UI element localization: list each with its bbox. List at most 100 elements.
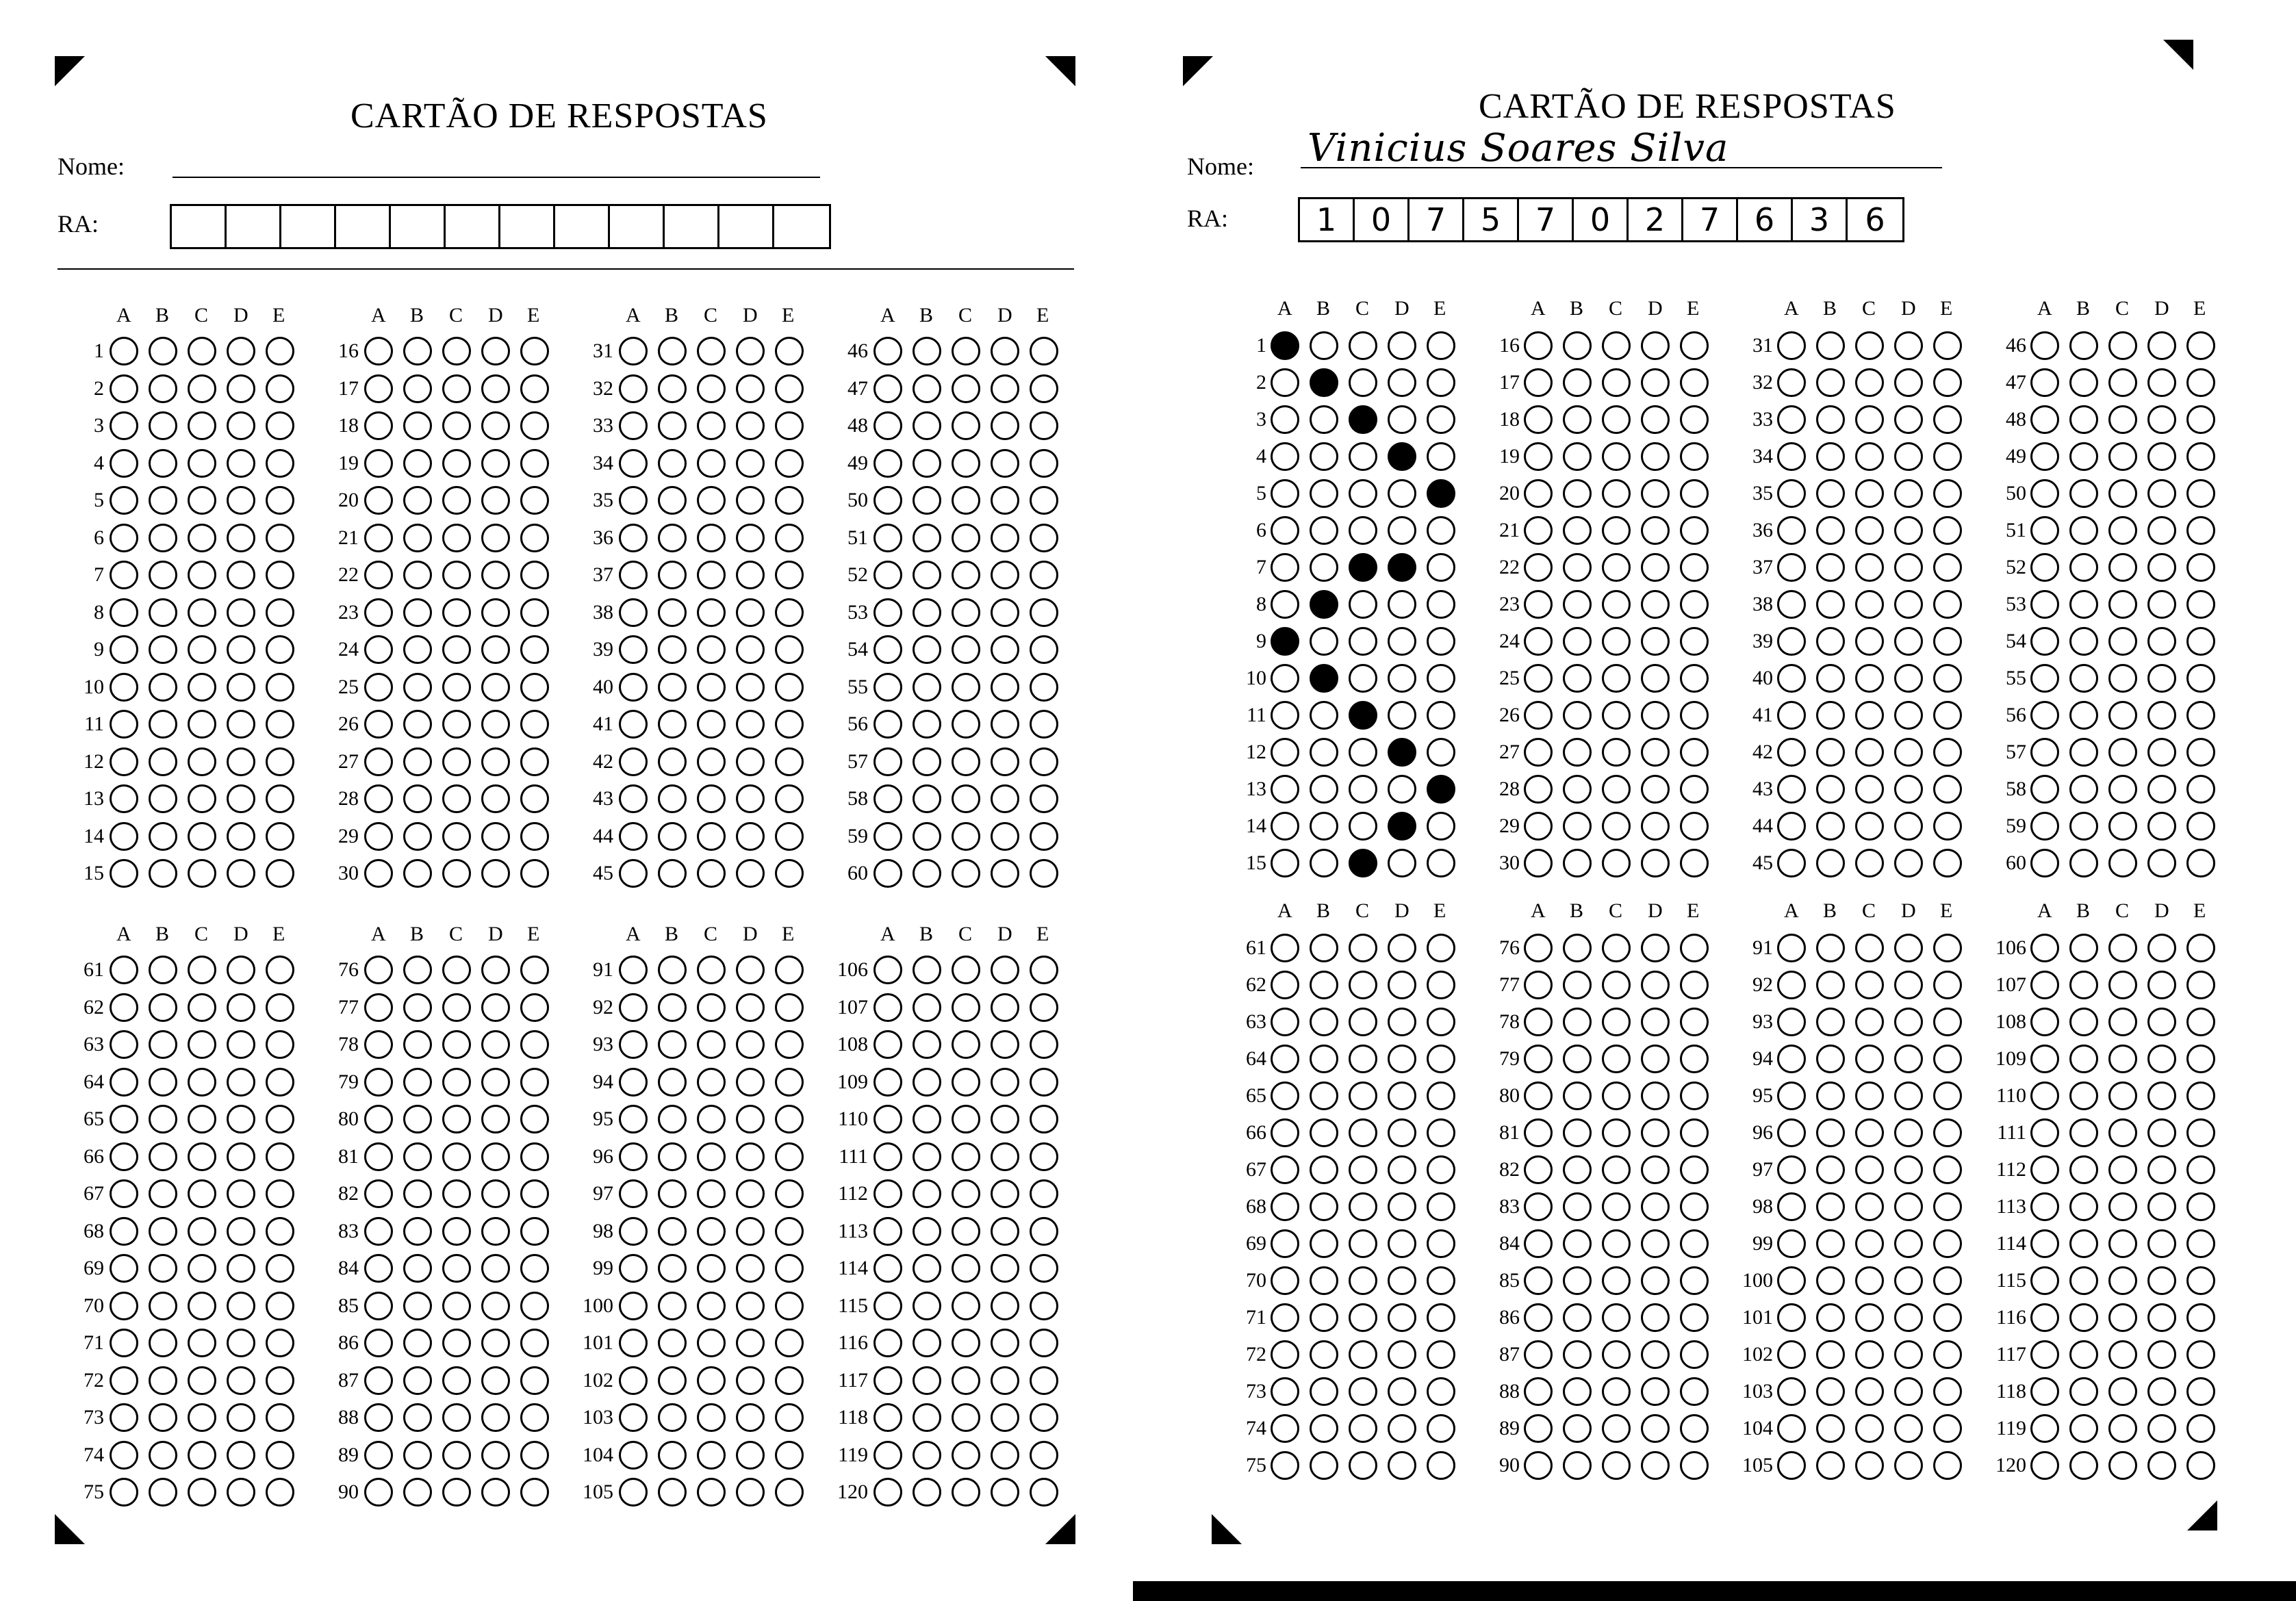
answer-bubble-icon[interactable] [1524,1303,1553,1332]
answer-bubble-icon[interactable] [1563,664,1592,693]
answer-bubble-icon[interactable] [1855,812,1884,841]
ra-digit-box[interactable] [227,206,281,247]
answer-bubble-icon[interactable] [873,411,902,440]
answer-bubble-icon[interactable] [364,1403,393,1432]
answer-bubble-icon[interactable] [110,1440,138,1470]
answer-bubble-icon[interactable] [873,1366,902,1395]
answer-bubble-icon[interactable] [736,784,765,813]
answer-bubble-icon[interactable] [1894,1266,1923,1295]
answer-bubble-icon[interactable] [1563,849,1592,878]
answer-bubble-icon[interactable] [1427,738,1455,767]
answer-bubble-icon[interactable] [403,1105,432,1133]
answer-bubble-icon[interactable] [188,1254,216,1283]
answer-bubble-icon[interactable] [2186,1192,2215,1221]
answer-bubble-icon[interactable] [110,859,138,888]
answer-bubble-icon[interactable] [364,486,393,515]
answer-bubble-icon[interactable] [364,956,393,984]
answer-bubble-icon[interactable] [2030,1081,2059,1110]
answer-bubble-icon[interactable] [1310,1008,1338,1036]
answer-bubble-icon[interactable] [952,486,980,515]
answer-bubble-icon[interactable] [520,1030,549,1059]
answer-bubble-icon[interactable] [1933,1155,1962,1184]
answer-bubble-icon[interactable] [1894,849,1923,878]
answer-bubble-icon[interactable] [2069,1118,2098,1147]
answer-bubble-icon[interactable] [1563,701,1592,730]
answer-bubble-icon[interactable] [1271,1118,1299,1147]
answer-bubble-icon[interactable] [1524,775,1553,804]
answer-bubble-icon[interactable] [775,1067,804,1097]
answer-bubble-icon[interactable] [520,635,549,664]
answer-bubble-icon[interactable] [110,1366,138,1395]
answer-bubble-icon[interactable] [1427,1377,1455,1406]
answer-bubble-icon[interactable] [227,859,255,888]
answer-bubble-icon[interactable] [520,956,549,984]
answer-bubble-icon[interactable] [110,448,138,478]
answer-bubble-icon[interactable] [2147,1118,2176,1147]
answer-bubble-icon[interactable] [952,1105,980,1133]
answer-bubble-icon[interactable] [1388,1377,1416,1406]
answer-bubble-icon[interactable] [1855,971,1884,999]
answer-bubble-icon[interactable] [2147,1414,2176,1443]
answer-bubble-icon[interactable] [1602,1266,1631,1295]
answer-bubble-icon[interactable] [188,992,216,1022]
answer-bubble-icon[interactable] [2069,1008,2098,1036]
answer-bubble-icon[interactable] [110,1179,138,1208]
answer-bubble-icon[interactable] [697,1329,726,1357]
answer-bubble-icon[interactable] [952,956,980,984]
answer-bubble-icon[interactable] [952,411,980,440]
answer-bubble-icon[interactable] [697,992,726,1022]
answer-bubble-icon[interactable] [1680,479,1709,508]
answer-bubble-icon[interactable] [952,448,980,478]
answer-bubble-icon[interactable] [658,747,687,776]
answer-bubble-icon[interactable] [697,1142,726,1171]
answer-bubble-icon[interactable] [913,1478,941,1507]
answer-bubble-icon[interactable] [658,635,687,664]
answer-bubble-icon[interactable] [1427,701,1455,730]
answer-bubble-icon[interactable] [619,992,648,1022]
answer-bubble-icon[interactable] [110,523,138,552]
answer-bubble-icon[interactable] [266,448,294,478]
answer-bubble-icon[interactable] [1388,934,1416,962]
answer-bubble-icon[interactable] [697,411,726,440]
answer-bubble-icon[interactable] [1271,368,1299,397]
answer-bubble-icon[interactable] [1524,934,1553,962]
answer-bubble-icon[interactable] [110,635,138,664]
answer-bubble-icon[interactable] [481,1254,510,1283]
answer-bubble-icon[interactable] [658,1291,687,1320]
answer-bubble-icon[interactable] [952,1254,980,1283]
answer-bubble-icon[interactable] [1894,590,1923,619]
answer-bubble-icon[interactable] [2030,1118,2059,1147]
answer-bubble-icon[interactable] [2108,738,2137,767]
answer-bubble-icon[interactable] [364,1366,393,1395]
answer-bubble-icon[interactable] [1894,1229,1923,1258]
answer-bubble-icon[interactable] [1641,1192,1670,1221]
answer-bubble-icon[interactable] [266,523,294,552]
answer-bubble-icon[interactable] [1349,849,1377,878]
answer-bubble-icon[interactable] [364,598,393,627]
answer-bubble-icon[interactable] [364,1179,393,1208]
answer-bubble-icon[interactable] [2069,1192,2098,1221]
answer-bubble-icon[interactable] [1388,368,1416,397]
answer-bubble-icon[interactable] [1524,1045,1553,1073]
answer-bubble-icon[interactable] [227,374,255,403]
answer-bubble-icon[interactable] [149,374,177,403]
answer-bubble-icon[interactable] [403,1440,432,1470]
answer-bubble-icon[interactable] [2108,812,2137,841]
answer-bubble-icon[interactable] [658,337,687,366]
answer-bubble-icon[interactable] [149,337,177,366]
answer-bubble-icon[interactable] [2069,627,2098,656]
answer-bubble-icon[interactable] [149,956,177,984]
answer-bubble-icon[interactable] [403,1179,432,1208]
answer-bubble-icon[interactable] [2069,331,2098,360]
answer-bubble-icon[interactable] [403,598,432,627]
answer-bubble-icon[interactable] [1388,1229,1416,1258]
answer-bubble-icon[interactable] [1933,664,1962,693]
answer-bubble-icon[interactable] [1680,553,1709,582]
answer-bubble-icon[interactable] [1271,1266,1299,1295]
answer-bubble-icon[interactable] [2186,738,2215,767]
answer-bubble-icon[interactable] [2186,664,2215,693]
answer-bubble-icon[interactable] [1524,1414,1553,1443]
answer-bubble-icon[interactable] [1427,1451,1455,1480]
answer-bubble-icon[interactable] [227,411,255,440]
answer-bubble-icon[interactable] [2069,516,2098,545]
